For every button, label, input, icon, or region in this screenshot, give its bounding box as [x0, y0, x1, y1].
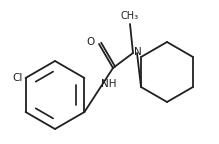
Text: O: O [87, 37, 95, 47]
Text: NH: NH [101, 79, 117, 89]
Text: Cl: Cl [12, 73, 23, 83]
Text: N: N [134, 47, 142, 57]
Text: CH₃: CH₃ [121, 11, 139, 21]
